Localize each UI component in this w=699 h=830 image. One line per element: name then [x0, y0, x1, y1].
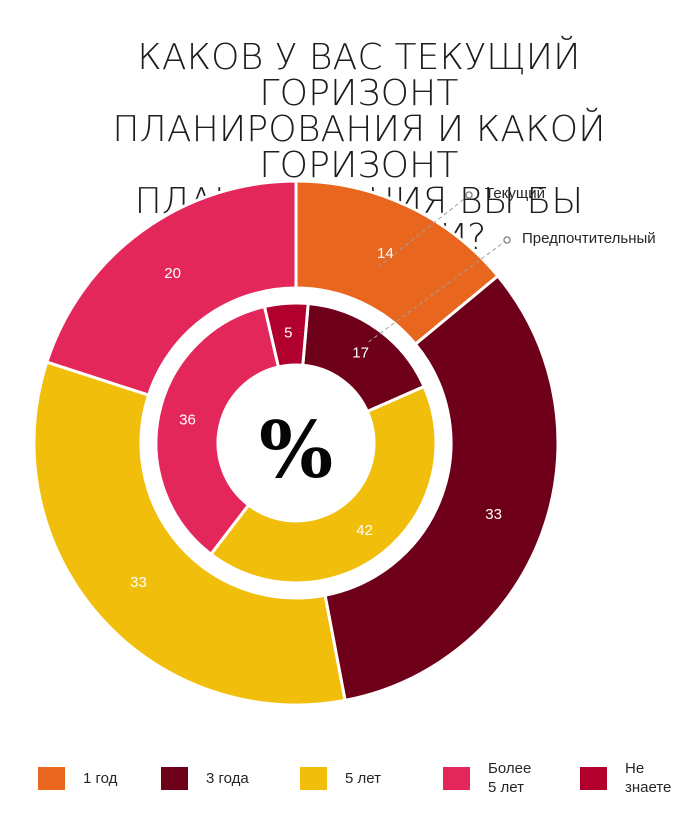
legend-item-more-than-5-years: Более 5 лет — [443, 756, 531, 800]
slice-outer-2 — [32, 360, 347, 707]
value-label-inner-4: 5 — [284, 324, 292, 341]
slice-inner-3 — [154, 304, 281, 557]
value-label-inner-1: 17 — [352, 345, 369, 362]
legend: 1 год 3 года 5 лет Более 5 лет Не знаете — [0, 756, 699, 806]
legend-label: Не знаете — [625, 760, 672, 796]
slice-outer-1 — [323, 273, 560, 703]
ring-series-label-0: Текущий — [485, 185, 545, 202]
legend-label: 3 года — [206, 769, 249, 787]
value-label-outer-3: 20 — [164, 265, 181, 282]
center-percent-label: % — [259, 405, 333, 496]
ring-callouts: Текущий Предпочтительный — [367, 185, 656, 343]
ring-series-label-1: Предпочтительный — [522, 230, 656, 247]
legend-item-5-years: 5 лет — [300, 756, 381, 800]
slice-outer-3 — [44, 179, 298, 397]
value-label-inner-2: 42 — [356, 522, 373, 539]
legend-label: 5 лет — [345, 769, 381, 787]
value-label-outer-1: 33 — [485, 506, 502, 523]
slice-inner-2 — [208, 384, 438, 585]
legend-item-3-years: 3 года — [161, 756, 249, 800]
slice-value-labels: 14 33 33 20 17 42 36 5 — [130, 245, 502, 591]
slice-inner-4 — [262, 301, 310, 369]
legend-swatch — [443, 766, 470, 790]
value-label-outer-0: 14 — [377, 245, 394, 262]
legend-swatch — [161, 766, 188, 790]
value-label-inner-3: 36 — [179, 412, 196, 429]
value-label-outer-2: 33 — [130, 574, 147, 591]
legend-swatch — [580, 766, 607, 790]
callout-line-0 — [378, 194, 470, 267]
chart-title: КАКОВ У ВАС ТЕКУЩИЙ ГОРИЗОНТ ПЛАНИРОВАНИ… — [112, 37, 606, 256]
legend-item-dont-know: Не знаете — [580, 756, 671, 800]
legend-item-1-year: 1 год — [38, 756, 117, 800]
legend-swatch — [38, 766, 65, 790]
callout-marker-1 — [503, 236, 511, 244]
donut-slices — [32, 179, 560, 707]
legend-label: 1 год — [83, 769, 118, 787]
legend-swatch — [300, 766, 327, 790]
legend-label: Более 5 лет — [488, 760, 532, 796]
callout-line-1 — [367, 239, 508, 343]
callout-marker-0 — [465, 191, 473, 199]
